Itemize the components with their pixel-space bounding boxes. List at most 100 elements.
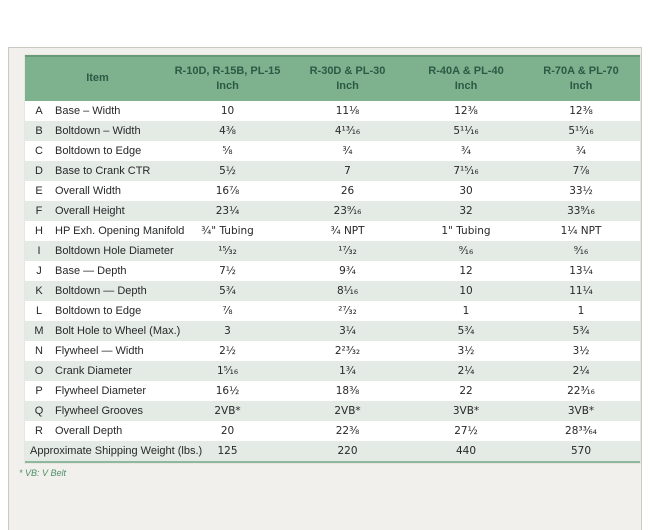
row-letter: B (35, 125, 43, 137)
row-value-model-2: ¹⁷⁄₃₂ (338, 245, 357, 257)
row-item-label: Boltdown to Edge (55, 145, 142, 157)
table-row: K Boltdown — Depth 5¾ 8¹⁄₁₆ 10 11¼ (25, 281, 640, 301)
row-value-model-1: ¾" Tubing (201, 225, 254, 237)
row-value-model-2: 3¼ (339, 325, 356, 337)
row-item-label: Flywheel Grooves (55, 405, 144, 417)
row-letter: C (35, 145, 43, 157)
row-value-model-1: 2½ (219, 345, 236, 357)
row-letter: K (35, 285, 43, 297)
row-value-model-2: 4¹³⁄₁₆ (334, 125, 361, 137)
row-letter: I (37, 245, 41, 257)
model-name: R-30D & PL-30 (309, 64, 386, 77)
model-name: R-10D, R-15B, PL-15 (174, 64, 281, 77)
row-item-label: Bolt Hole to Wheel (Max.) (55, 325, 181, 337)
row-value-model-1: 10 (220, 105, 235, 117)
row-value-model-2: ¾ NPT (330, 225, 365, 237)
row-value-model-1: 1⁵⁄₁₆ (216, 365, 239, 377)
row-value-model-3: 1" Tubing (441, 225, 491, 237)
row-letter: H (35, 225, 43, 237)
table-row: D Base to Crank CTR 5½ 7 7¹⁵⁄₁₆ 7⅞ (25, 161, 640, 181)
row-letter: P (35, 385, 43, 397)
row-item-label: Flywheel — Width (55, 345, 144, 357)
row-item-label: Boltdown – Width (55, 125, 141, 137)
row-value-model-3: 22 (459, 385, 473, 397)
table-row: P Flywheel Diameter 16½ 18⅜ 22 22³⁄₁₆ (25, 381, 640, 401)
table-row: N Flywheel — Width 2½ 2²³⁄₃₂ 3½ 3½ (25, 341, 640, 361)
row-item-label: HP Exh. Opening Manifold (55, 225, 185, 237)
row-item-label: Overall Height (55, 205, 125, 217)
vb-footnote: * VB: V Belt (19, 468, 67, 478)
row-value-model-3: ¾ (460, 145, 472, 157)
row-letter: J (36, 265, 42, 277)
table-row: R Overall Depth 20 22⅜ 27½ 28³³⁄₆₄ (25, 421, 640, 441)
row-value-model-1: 16⅞ (215, 185, 240, 197)
row-value-model-1: 4⅜ (219, 125, 236, 137)
row-value-model-3: 27½ (454, 425, 478, 437)
unit-label: Inch (569, 80, 593, 92)
row-value-model-4: 33⁹⁄₁₆ (567, 205, 595, 217)
row-item-label: Overall Width (55, 185, 122, 197)
row-value-model-2: 1¾ (339, 365, 356, 377)
table-row: Q Flywheel Grooves 2VB* 2VB* 3VB* 3VB* (25, 401, 640, 421)
row-value-model-1: ⅝ (222, 145, 233, 157)
row-value-model-3: 32 (459, 205, 473, 217)
row-value-model-2: 220 (337, 445, 358, 457)
row-value-model-3: 5¾ (457, 325, 475, 337)
row-item-label: Base to Crank CTR (55, 165, 151, 177)
table-row: A Base – Width 10 11⅛ 12⅜ 12⅜ (25, 101, 640, 121)
table-row: M Bolt Hole to Wheel (Max.) 3 3¼ 5¾ 5¾ (25, 321, 640, 341)
unit-label: Inch (454, 80, 478, 92)
row-value-model-1: 5½ (219, 165, 236, 177)
row-value-model-3: 2¼ (457, 365, 475, 377)
table-row: E Overall Width 16⅞ 26 30 33½ (25, 181, 640, 201)
row-value-model-3: 3½ (457, 345, 475, 357)
column-header-model-4: R-70A & PL-70 Inch (522, 64, 640, 95)
table-row: I Boltdown Hole Diameter ¹⁵⁄₃₂ ¹⁷⁄₃₂ ⁹⁄₁… (25, 241, 640, 261)
row-value-model-2: 26 (340, 185, 355, 197)
row-value-model-2: 11⅛ (335, 105, 360, 117)
row-value-model-4: 3VB* (567, 405, 595, 417)
row-value-model-4: 22³⁄₁₆ (567, 385, 595, 397)
table-row: O Crank Diameter 1⁵⁄₁₆ 1¾ 2¼ 2¼ (25, 361, 640, 381)
row-value-model-1: 3 (224, 325, 231, 337)
row-value-model-3: 5¹¹⁄₁₆ (453, 125, 479, 137)
row-value-model-2: 18⅜ (335, 385, 360, 397)
row-value-model-4: 5¹⁵⁄₁₆ (568, 125, 594, 137)
row-value-model-3: 12⅜ (454, 105, 478, 117)
row-value-model-4: 33½ (569, 185, 593, 197)
unit-label: Inch (216, 80, 239, 92)
row-value-model-4: 3½ (572, 345, 590, 357)
row-item-label: Boltdown — Depth (55, 285, 147, 297)
row-letter: D (35, 165, 43, 177)
table-row: F Overall Height 23¼ 23⁹⁄₁₆ 32 33⁹⁄₁₆ (25, 201, 640, 221)
column-header-model-3: R-40A & PL-40 Inch (410, 64, 522, 95)
row-value-model-3: 440 (455, 445, 477, 457)
row-value-model-2: 22⅜ (335, 425, 360, 437)
row-value-model-4: 1¼ NPT (560, 225, 602, 237)
row-item-label: Approximate Shipping Weight (lbs.) (30, 445, 203, 457)
column-header-model-2: R-30D & PL-30 Inch (285, 64, 410, 95)
row-value-model-1: 20 (220, 425, 235, 437)
table-row: L Boltdown to Edge ⅞ ²⁷⁄₃₂ 1 1 (25, 301, 640, 321)
table-row: C Boltdown to Edge ⅝ ¾ ¾ ¾ (25, 141, 640, 161)
row-value-model-1: 16½ (215, 385, 240, 397)
column-header-item: Item (86, 72, 109, 85)
row-letter: F (35, 205, 43, 217)
row-letter: N (35, 345, 43, 357)
row-value-model-4: ¾ (575, 145, 587, 157)
row-value-model-3: ⁹⁄₁₆ (458, 245, 474, 257)
dimensions-table: Item R-10D, R-15B, PL-15 Inch R-30D & PL… (25, 55, 640, 463)
row-value-model-4: 13¼ (569, 265, 593, 277)
column-header-model-1: R-10D, R-15B, PL-15 Inch (170, 64, 285, 95)
row-value-model-2: ²⁷⁄₃₂ (338, 305, 357, 317)
row-item-label: Boltdown to Edge (55, 305, 142, 317)
row-item-label: Flywheel Diameter (55, 385, 147, 397)
row-value-model-4: ⁹⁄₁₆ (573, 245, 589, 257)
row-value-model-4: 5¾ (572, 325, 590, 337)
row-item-label: Base – Width (55, 105, 121, 117)
row-item-label: Crank Diameter (55, 365, 133, 377)
row-value-model-4: 7⅞ (572, 165, 590, 177)
row-value-model-1: 23¼ (215, 205, 240, 217)
model-name: R-70A & PL-70 (543, 64, 619, 77)
row-value-model-2: 8¹⁄₁₆ (336, 285, 359, 297)
